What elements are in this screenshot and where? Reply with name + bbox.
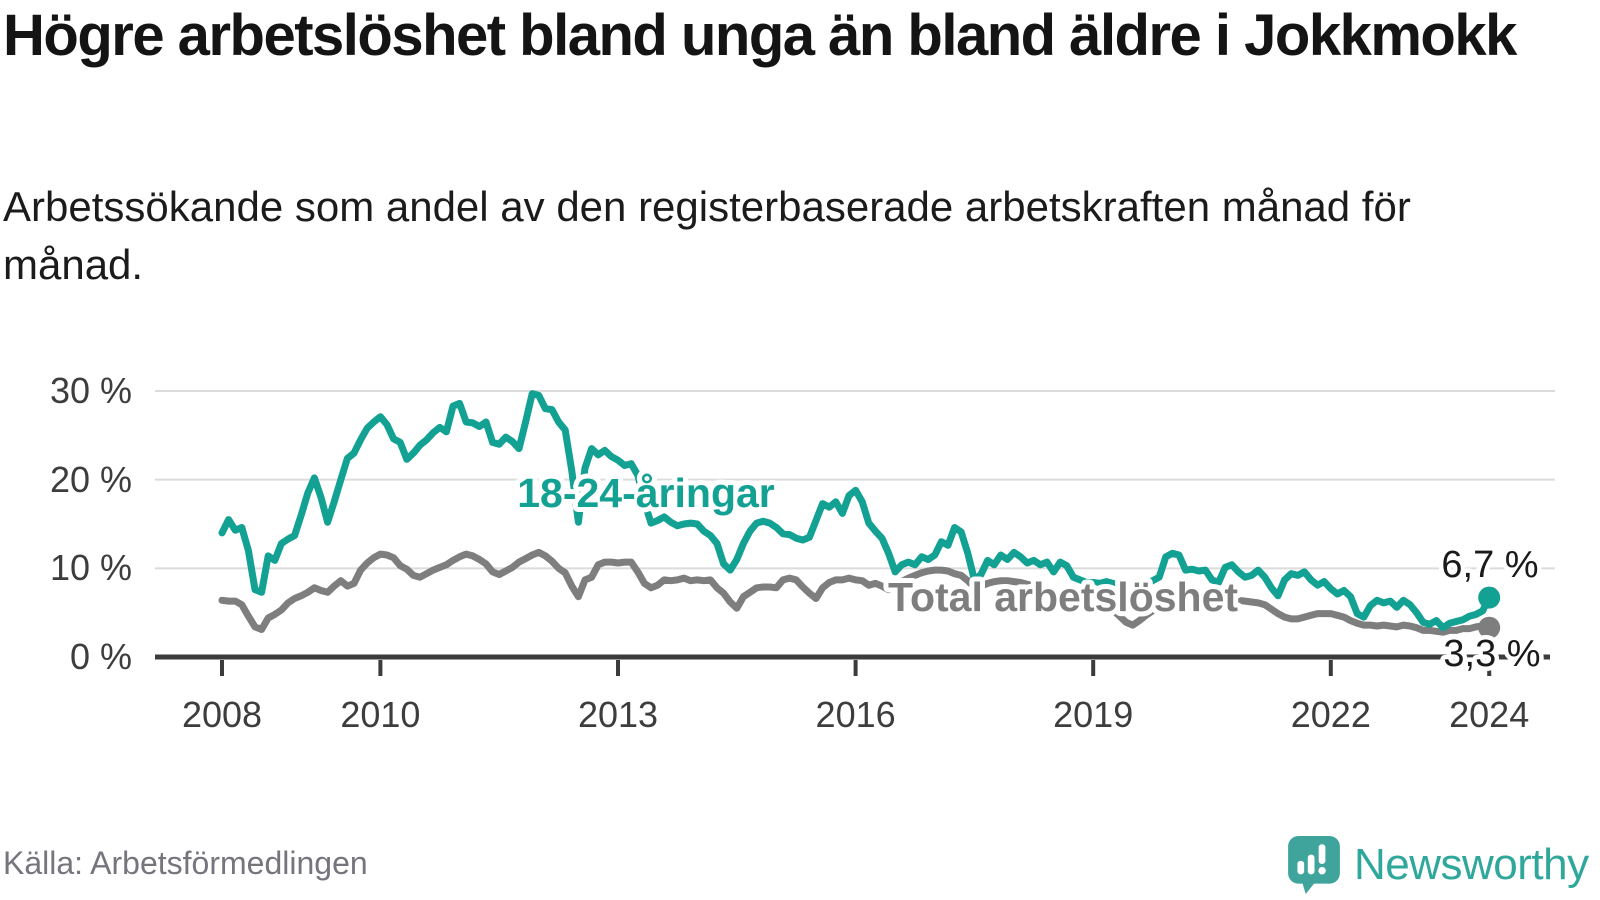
source-text: Källa: Arbetsförmedlingen	[3, 845, 368, 881]
series-label-total: Total arbetslöshet	[888, 574, 1238, 620]
x-tick-label: 2013	[577, 694, 659, 735]
x-tick-label: 2016	[815, 694, 896, 735]
page-title: Högre arbetslöshet bland unga än bland ä…	[3, 3, 1517, 68]
x-tick-label: 2024	[1449, 694, 1530, 735]
end-dot-total	[1478, 616, 1501, 639]
y-tick-label: 20 %	[49, 458, 132, 500]
plot-layer	[155, 389, 1555, 676]
x-tick-label: 2010	[340, 694, 421, 735]
newsworthy-logo: Newsworthy	[1288, 836, 1589, 894]
end-value-label-youth: 6,7 %	[1441, 544, 1538, 586]
y-tick-label: 0 %	[69, 636, 132, 677]
page-subtitle: Arbetssökande som andel av den registerb…	[3, 183, 1411, 288]
end-value-label-total: 3,3 %	[1443, 633, 1540, 675]
x-tick-label: 2022	[1290, 694, 1371, 735]
series-label-youth: 18-24-åringar	[517, 470, 775, 516]
end-dot-youth	[1478, 586, 1501, 609]
y-tick-label: 10 %	[49, 547, 132, 589]
x-tick-label: 2008	[181, 694, 263, 735]
y-tick-label: 30 %	[49, 369, 132, 411]
newsworthy-icon	[1288, 836, 1340, 894]
x-tick-label: 2019	[1053, 694, 1134, 735]
newsworthy-wordmark: Newsworthy	[1354, 840, 1589, 889]
series-line-total	[218, 548, 1493, 636]
series-line-youth	[218, 390, 1493, 632]
